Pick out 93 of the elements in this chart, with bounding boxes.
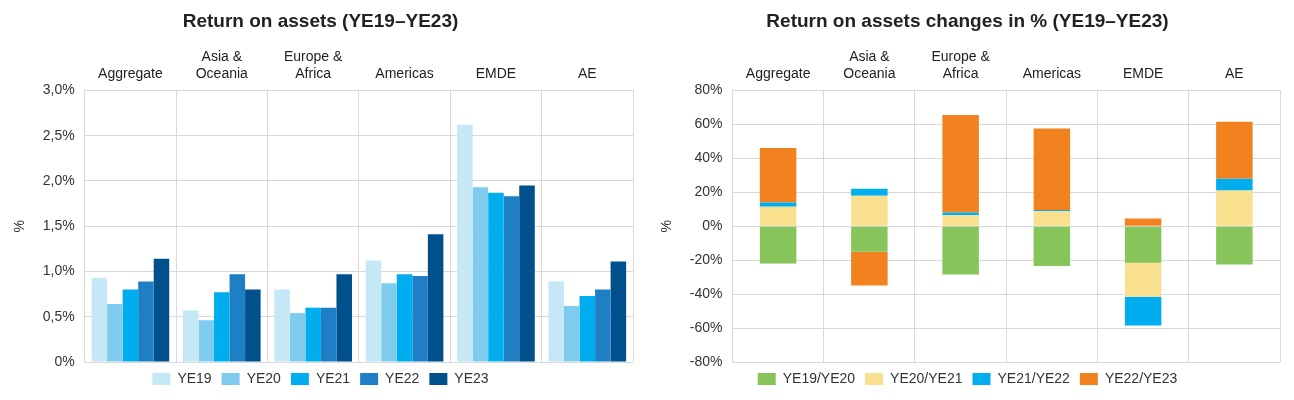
bar — [305, 307, 321, 362]
bar — [1216, 190, 1253, 226]
bar — [579, 295, 596, 362]
y-tick-label: 2,5% — [42, 126, 75, 143]
y-tick-label: -60% — [689, 318, 723, 335]
y-tick-label: -80% — [689, 352, 723, 369]
bar — [1033, 226, 1071, 267]
bar — [488, 192, 504, 362]
x-tick-label: Europe & Africa — [283, 48, 344, 81]
bar — [1216, 226, 1253, 265]
y-tick-label: 0% — [54, 352, 75, 369]
bar — [214, 292, 230, 362]
bar — [1033, 210, 1071, 226]
y-tick-label: -40% — [689, 284, 723, 301]
bar — [245, 289, 261, 362]
bar — [759, 202, 797, 207]
bar — [274, 289, 290, 362]
bar — [759, 206, 797, 226]
y-tick-label: 20% — [694, 183, 723, 200]
bar — [564, 305, 580, 362]
bar — [519, 185, 535, 362]
bar — [336, 274, 352, 362]
y-tick-label: 1,0% — [42, 262, 75, 279]
bar — [138, 281, 154, 362]
bar — [942, 115, 979, 213]
x-tick-label: Americas — [375, 64, 434, 81]
bar — [153, 258, 170, 362]
x-tick-label: Aggregate — [98, 64, 163, 81]
bar — [365, 260, 382, 362]
bar — [851, 195, 888, 226]
bar — [457, 124, 473, 362]
bar — [229, 274, 246, 362]
bar — [427, 234, 444, 362]
y-tick-label: 40% — [694, 149, 723, 166]
bar — [91, 277, 108, 362]
bar — [198, 320, 215, 362]
x-tick-label: EMDE — [1122, 64, 1164, 81]
chart-title: Return on assets changes in % (YE19–YE23) — [766, 9, 1169, 31]
legend-label: YE20/YE21 — [890, 369, 963, 386]
bar — [182, 310, 199, 362]
y-tick-label: 1,5% — [42, 217, 75, 234]
bar — [851, 188, 888, 196]
y-tick-label: 0% — [702, 217, 723, 234]
legend-label: YE23 — [454, 369, 489, 386]
bar — [122, 289, 139, 362]
bar — [610, 261, 627, 362]
bar — [1124, 218, 1162, 226]
y-tick-label: 3,0% — [42, 81, 75, 98]
y-tick-label: 80% — [694, 81, 723, 98]
x-tick-label: Europe & Africa — [931, 48, 991, 81]
legend-label: YE22/YE23 — [1104, 369, 1178, 386]
bar — [503, 196, 520, 362]
legend-label: YE22 — [385, 369, 420, 386]
x-tick-label: EMDE — [475, 64, 517, 81]
bar — [851, 251, 888, 286]
bar — [851, 226, 888, 252]
bar — [548, 281, 565, 362]
bar — [396, 274, 413, 362]
bar — [289, 313, 306, 362]
bar — [1216, 121, 1253, 179]
legend-label: YE19 — [177, 369, 212, 386]
bar — [412, 275, 428, 362]
bar — [107, 304, 123, 362]
bar — [1033, 128, 1071, 211]
y-tick-label: 0,5% — [42, 307, 75, 324]
bar — [381, 283, 397, 362]
bar — [1124, 262, 1162, 297]
legend-label: YE21 — [315, 369, 351, 386]
bar — [1216, 178, 1253, 191]
bar — [942, 215, 979, 226]
x-tick-label: AE — [1225, 64, 1244, 81]
y-axis-title: % — [658, 219, 675, 233]
x-tick-label: Asia & Oceania — [843, 48, 896, 81]
bar — [1124, 226, 1162, 263]
bar — [472, 187, 489, 362]
bar — [320, 307, 337, 362]
legend-label: YE20 — [246, 369, 282, 386]
legend-label: YE21/YE22 — [997, 369, 1071, 386]
x-tick-label: Aggregate — [745, 64, 811, 81]
x-tick-label: AE — [577, 64, 597, 81]
bar — [942, 226, 979, 275]
bar — [595, 289, 611, 362]
bar — [759, 148, 797, 203]
x-tick-label: Americas — [1022, 64, 1082, 81]
chart-title: Return on assets (YE19–YE23) — [182, 9, 459, 31]
y-tick-label: 2,0% — [42, 171, 75, 188]
x-tick-label: Asia & Oceania — [195, 48, 249, 81]
y-axis-title: % — [11, 219, 28, 233]
y-tick-label: 60% — [694, 115, 723, 132]
bar — [759, 226, 797, 264]
legend-label: YE19/YE20 — [782, 369, 856, 386]
y-tick-label: -20% — [689, 251, 723, 268]
bar — [1124, 296, 1162, 326]
